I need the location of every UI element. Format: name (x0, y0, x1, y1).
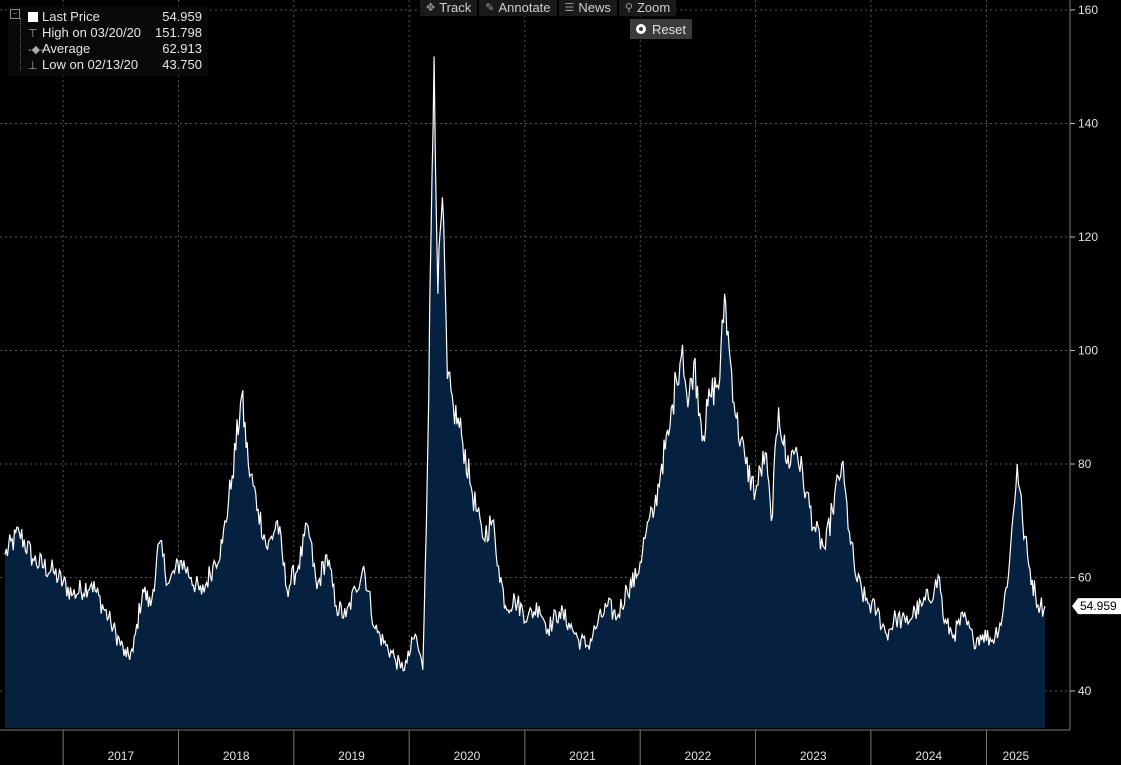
zoom-button[interactable]: ⚲ Zoom (618, 0, 677, 16)
y-tick-label: 100 (1078, 344, 1098, 358)
y-axis: 40 60 80 100 120 140 160 (1069, 0, 1098, 730)
x-tick-label: 2023 (800, 749, 827, 763)
white-square-icon (28, 12, 38, 22)
last-price-tag: 54.959 (1072, 598, 1121, 615)
x-axis: 2017 2018 2019 2020 2021 2022 2023 2024 2025 (0, 729, 1070, 765)
x-tick-label: 2020 (454, 749, 481, 763)
legend-value: 54.959 (162, 9, 202, 24)
reset-label: Reset (652, 21, 686, 37)
magnifier-icon: ⚲ (624, 2, 633, 14)
x-tick-label: 2022 (685, 749, 712, 763)
legend-value: 151.798 (155, 25, 202, 40)
y-tick-label: 40 (1078, 684, 1092, 698)
chart-toolbar: ✥ Track ✎ Annotate ☰ News ⚲ Zoom (420, 0, 677, 16)
annotate-label: Annotate (498, 0, 551, 15)
legend-row-high[interactable]: ⊤ High on 03/20/20 151.798 (8, 25, 208, 41)
legend-label: Last Price (42, 9, 100, 24)
x-tick-label: 2019 (338, 749, 365, 763)
legend-panel: − Last Price 54.959 ⊤ High on 03/20/20 1… (8, 6, 208, 76)
last-price-tag-label: 54.959 (1080, 599, 1117, 613)
track-button[interactable]: ✥ Track (420, 0, 478, 16)
x-tick-label: 2017 (107, 749, 134, 763)
legend-row-last-price[interactable]: Last Price 54.959 (8, 9, 208, 25)
reset-button[interactable]: Reset (630, 19, 692, 39)
track-label: Track (439, 0, 472, 15)
zoom-label: Zoom (636, 0, 671, 15)
legend-row-average[interactable]: -◆- Average 62.913 (8, 41, 208, 57)
legend-row-low[interactable]: ⊥ Low on 02/13/20 43.750 (8, 57, 208, 73)
collapse-icon[interactable]: − (10, 9, 20, 19)
y-tick-label: 60 (1078, 571, 1092, 585)
high-marker-icon: ⊤ (28, 28, 38, 40)
last-price-tag-shape (1072, 598, 1121, 615)
legend-tree-line (20, 18, 22, 70)
legend-label: High on 03/20/20 (42, 25, 142, 40)
reset-icon (636, 24, 647, 34)
low-marker-icon: ⊥ (28, 60, 38, 72)
legend-label: Low on 02/13/20 (42, 57, 139, 72)
legend-value: 43.750 (162, 57, 202, 72)
price-line (4, 56, 1046, 672)
y-tick-label: 140 (1078, 117, 1098, 131)
price-area-fill (5, 56, 1045, 728)
news-icon: ☰ (564, 2, 575, 14)
y-tick-label: 160 (1078, 3, 1098, 17)
crosshair-icon: ✥ (426, 2, 436, 14)
x-tick-label: 2025 (1002, 749, 1029, 763)
y-tick-label: 120 (1078, 230, 1098, 244)
x-tick-label: 2024 (915, 749, 942, 763)
news-label: News (578, 0, 611, 15)
news-button[interactable]: ☰ News (558, 0, 617, 16)
x-tick-label: 2018 (223, 749, 250, 763)
legend-value: 62.913 (162, 41, 202, 56)
x-tick-label: 2021 (569, 749, 596, 763)
annotate-button[interactable]: ✎ Annotate (479, 0, 557, 16)
legend-label: Average (42, 41, 91, 56)
average-marker-icon: -◆- (28, 44, 44, 56)
pencil-icon: ✎ (485, 2, 495, 14)
y-tick-label: 80 (1078, 457, 1092, 471)
